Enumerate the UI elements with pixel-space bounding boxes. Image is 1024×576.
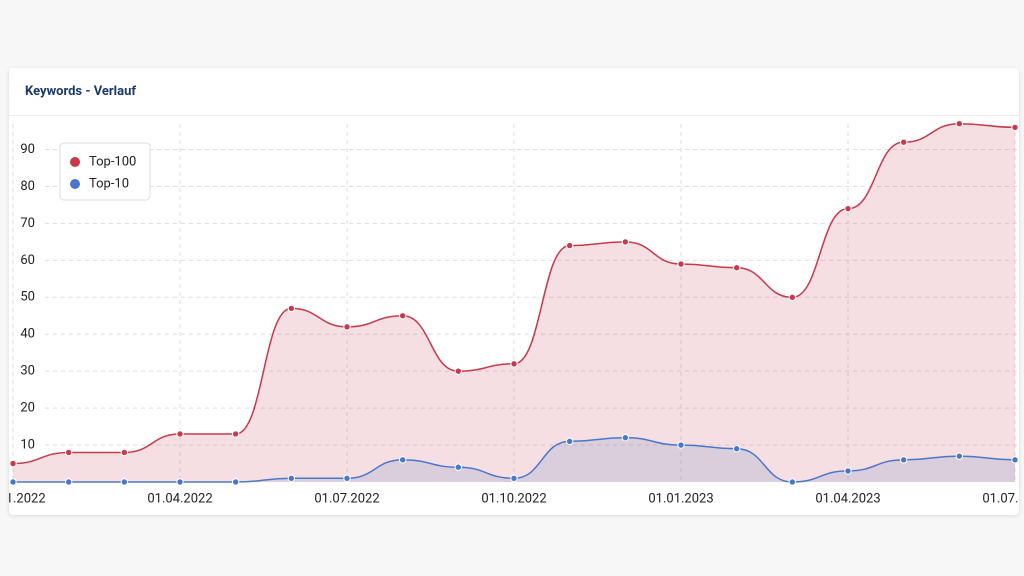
x-tick-label: 01.04.2022 — [147, 491, 212, 506]
legend-label: Top-10 — [89, 176, 129, 191]
data-point — [287, 304, 296, 313]
data-point — [398, 456, 407, 464]
data-point — [788, 478, 797, 486]
data-point — [1011, 123, 1019, 132]
data-point — [9, 478, 17, 486]
series-area — [13, 437, 1015, 482]
x-tick-label: 01.10.2022 — [481, 491, 546, 506]
x-tick-label: 01.07.2023 — [982, 491, 1019, 506]
data-point — [510, 360, 518, 368]
data-point — [398, 312, 407, 320]
y-tick-label: 30 — [20, 364, 35, 379]
data-point — [176, 430, 184, 438]
y-tick-label: 80 — [20, 179, 35, 194]
data-point — [899, 138, 908, 146]
data-point — [844, 467, 852, 475]
data-point — [231, 430, 240, 438]
data-point — [565, 241, 574, 250]
data-point — [176, 478, 184, 486]
data-point — [621, 238, 630, 246]
data-point — [231, 478, 240, 486]
data-point — [621, 433, 630, 442]
legend-box — [59, 142, 151, 201]
data-point — [120, 478, 129, 486]
legend-marker — [70, 179, 80, 189]
x-tick-label: 01.07.2022 — [314, 491, 379, 506]
chart-card: Keywords - Verlauf 10 20 30 40 50 60 70 80 90 01.… — [9, 68, 1019, 515]
data-point — [454, 463, 463, 471]
data-point — [677, 441, 685, 449]
data-point — [454, 367, 463, 375]
data-point — [955, 119, 964, 128]
series-area — [13, 123, 1015, 482]
data-point — [1011, 456, 1019, 464]
chart-title: Keywords - Verlauf — [25, 84, 137, 99]
x-tick-label: 01.01.2023 — [648, 491, 713, 506]
data-point — [677, 260, 685, 268]
data-point — [287, 474, 296, 483]
x-tick-label: 01.01.2022 — [9, 491, 46, 506]
data-point — [120, 448, 129, 457]
legend-marker — [70, 157, 80, 167]
y-tick-label: 20 — [20, 401, 35, 416]
data-point — [732, 264, 741, 272]
data-point — [64, 478, 73, 486]
y-tick-label: 40 — [20, 327, 35, 342]
data-point — [343, 474, 351, 483]
data-point — [565, 437, 574, 446]
data-point — [844, 204, 852, 213]
data-point — [788, 293, 797, 302]
divider — [9, 115, 1019, 116]
data-point — [510, 474, 518, 483]
data-point — [343, 323, 351, 331]
x-tick-label: 01.04.2023 — [815, 491, 880, 506]
legend-label: Top-100 — [89, 154, 136, 169]
y-tick-label: 90 — [20, 142, 35, 157]
data-point — [732, 445, 741, 453]
data-point — [64, 448, 73, 457]
legend: Top-100 Top-10 — [59, 142, 151, 201]
chart: 10 20 30 40 50 60 70 80 90 01.01.2022 01.04.2022 01… — [9, 119, 1019, 506]
y-tick-label: 70 — [20, 216, 35, 231]
y-tick-label: 10 — [20, 437, 35, 452]
y-tick-label: 50 — [20, 290, 35, 305]
data-point — [955, 452, 964, 460]
y-tick-label: 60 — [20, 253, 35, 268]
data-point — [9, 459, 17, 468]
data-point — [899, 456, 908, 464]
